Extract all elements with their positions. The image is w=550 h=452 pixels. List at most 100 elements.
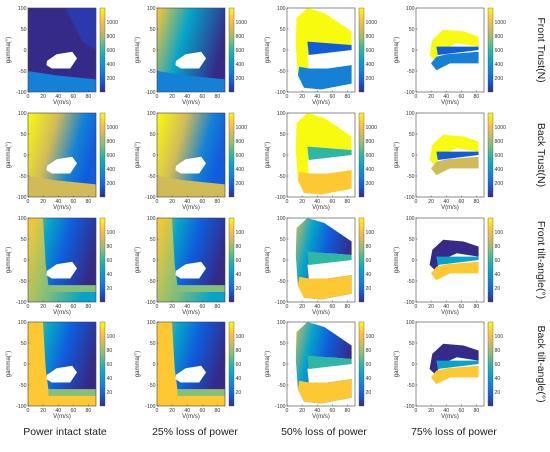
x-tick-label: 60 — [70, 408, 76, 414]
y-tick-label: -50 — [19, 174, 27, 180]
x-axis-label: V(m/s) — [312, 310, 330, 316]
colorbar-tick-label: 20 — [495, 390, 501, 396]
y-tick-label: 50 — [21, 132, 27, 138]
y-tick-label: 100 — [147, 111, 156, 117]
y-tick-label: 0 — [412, 153, 415, 159]
colorbar-tick-label: 100 — [495, 334, 504, 340]
y-tick-label: 0 — [283, 48, 286, 54]
row-label: Back tilt-angle(°) — [535, 325, 547, 402]
y-axis-label: gamma(°) — [265, 37, 271, 63]
y-tick-label: 100 — [147, 216, 156, 222]
colorbar-tick-label: 800 — [495, 139, 504, 145]
colorbar-tick-label: 600 — [495, 153, 504, 159]
x-tick-label: 60 — [329, 199, 335, 205]
colorbar — [228, 7, 235, 93]
heatmap-panel: 0 20 40 60 80 100 50 0 -50 -100 V(m/s) gamma(°) 100 8… — [135, 320, 244, 420]
x-tick-label: 40 — [184, 408, 190, 414]
colorbar-tick-label: 60 — [366, 258, 372, 264]
x-tick-label: 60 — [70, 94, 76, 100]
y-axis-label: gamma(°) — [265, 142, 271, 168]
heatmap-panel: 0 20 40 60 80 100 50 0 -50 -100 V(m/s) gamma(°) 100 8… — [265, 320, 374, 420]
x-axis-label: V(m/s) — [182, 100, 200, 106]
colorbar-tick-label: 800 — [366, 34, 375, 40]
colorbar-tick-label: 60 — [107, 362, 113, 368]
y-tick-label: -50 — [278, 383, 286, 389]
y-tick-label: -50 — [19, 69, 27, 75]
y-axis-label: gamma(°) — [265, 247, 271, 273]
x-axis-label: V(m/s) — [182, 310, 200, 316]
y-tick-label: 0 — [283, 153, 286, 159]
y-tick-label: -100 — [16, 404, 26, 410]
x-tick-label: 0 — [156, 94, 159, 100]
x-tick-label: 0 — [415, 304, 418, 310]
colorbar — [99, 112, 106, 198]
x-tick-label: 0 — [27, 199, 30, 205]
colorbar — [358, 7, 365, 93]
x-tick-label: 20 — [40, 304, 46, 310]
colorbar — [358, 321, 365, 407]
y-tick-label: -50 — [148, 383, 156, 389]
colorbar-tick-label: 100 — [107, 230, 116, 236]
x-tick-label: 40 — [55, 199, 61, 205]
x-axis-label: V(m/s) — [312, 100, 330, 106]
row-label: Back Trust(N) — [535, 123, 547, 187]
y-tick-label: -100 — [404, 404, 414, 410]
y-axis-label: gamma(°) — [6, 351, 12, 377]
heatmap-panel: 0 20 40 60 80 100 50 0 -50 -100 V(m/s) gamma(°) 100 8… — [6, 320, 115, 420]
y-tick-label: 50 — [150, 132, 156, 138]
x-tick-label: 0 — [156, 199, 159, 205]
colorbar — [487, 217, 494, 303]
y-tick-label: 100 — [18, 111, 27, 117]
column-label-25-loss: 25% loss of power — [152, 426, 238, 438]
colorbar — [228, 112, 235, 198]
x-tick-label: 20 — [428, 199, 434, 205]
y-tick-label: -100 — [16, 90, 26, 96]
colorbar-tick-label: 20 — [107, 286, 113, 292]
y-tick-label: -100 — [404, 300, 414, 306]
y-tick-label: 50 — [21, 237, 27, 243]
heatmap-panel: 0 20 40 60 80 100 50 0 -50 -100 V(m/s) gamma(°) 1000… — [265, 6, 377, 106]
x-tick-label: 40 — [184, 94, 190, 100]
x-axis-label: V(m/s) — [441, 310, 459, 316]
row-label: Front tilt-angle(°) — [535, 221, 547, 299]
x-tick-label: 80 — [474, 199, 480, 205]
y-tick-label: 0 — [153, 153, 156, 159]
x-tick-label: 60 — [458, 199, 464, 205]
y-tick-label: -100 — [275, 90, 285, 96]
y-tick-label: 100 — [406, 216, 415, 222]
colorbar-tick-label: 40 — [236, 376, 242, 382]
x-tick-label: 60 — [199, 408, 205, 414]
y-tick-label: -50 — [148, 279, 156, 285]
heatmap-panel: 0 20 40 60 80 100 50 0 -50 -100 V(m/s) gamma(°) 1000… — [135, 111, 247, 211]
x-tick-label: 80 — [215, 94, 221, 100]
x-tick-label: 0 — [415, 408, 418, 414]
y-tick-label: -100 — [145, 195, 155, 201]
colorbar-tick-label: 80 — [366, 348, 372, 354]
y-tick-label: -100 — [275, 195, 285, 201]
colorbar-tick-label: 100 — [236, 230, 245, 236]
y-tick-label: 100 — [277, 216, 286, 222]
colorbar-tick-label: 600 — [236, 48, 245, 54]
colorbar-tick-label: 1000 — [107, 20, 119, 26]
y-tick-label: 50 — [280, 27, 286, 33]
column-label-50-loss: 50% loss of power — [281, 426, 367, 438]
colorbar-tick-label: 600 — [495, 48, 504, 54]
colorbar — [99, 7, 106, 93]
colorbar-tick-label: 400 — [366, 167, 375, 173]
colorbar-tick-label: 800 — [236, 139, 245, 145]
y-tick-label: -50 — [407, 279, 415, 285]
y-tick-label: 50 — [409, 237, 415, 243]
x-tick-label: 80 — [215, 199, 221, 205]
colorbar-tick-label: 1000 — [495, 20, 507, 26]
colorbar-tick-label: 80 — [107, 244, 113, 250]
colorbar — [487, 321, 494, 407]
y-tick-label: 0 — [283, 258, 286, 264]
x-tick-label: 60 — [458, 304, 464, 310]
y-axis-label: gamma(°) — [394, 351, 400, 377]
x-axis-label: V(m/s) — [312, 414, 330, 420]
heatmap-panel: 0 20 40 60 80 100 50 0 -50 -100 V(m/s) gamma(°) 100 8… — [394, 216, 503, 316]
y-tick-label: 100 — [147, 6, 156, 12]
y-tick-label: -50 — [19, 383, 27, 389]
y-tick-label: -50 — [148, 174, 156, 180]
